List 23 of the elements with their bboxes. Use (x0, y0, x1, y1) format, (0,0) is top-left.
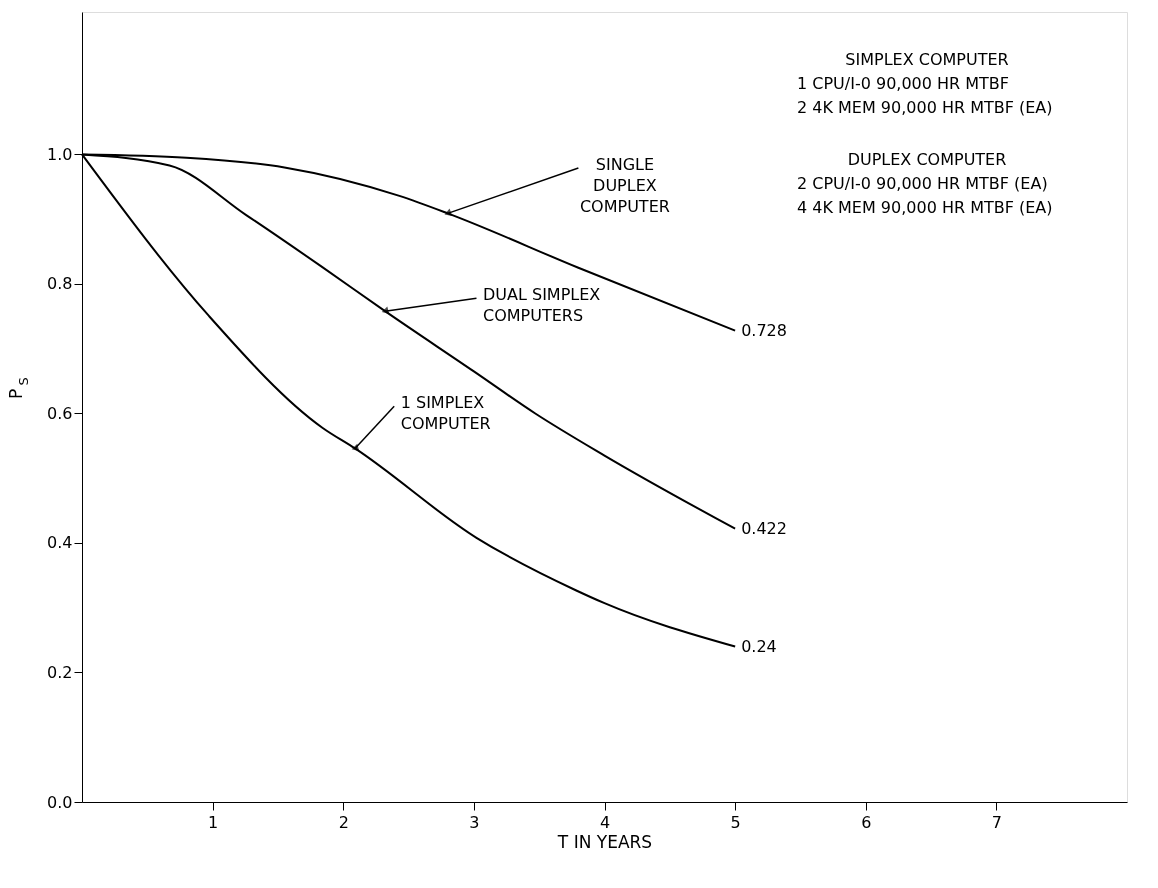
data-label: 0.422 (741, 518, 787, 538)
y-tick-label: 0.2 (47, 662, 73, 682)
y-tick-label: 0.8 (47, 274, 73, 294)
x-axis-title: T IN YEARS (556, 831, 653, 852)
annotation: DUPLEX COMPUTER 2 CPU/I-0 90,000 HR MTBF (EA) 4 4K MEM 90,000 HR MTBF (EA) (797, 150, 1053, 217)
annotation: SIMPLEX COMPUTER 1 CPU/I-0 90,000 HR MTBF 2 4K MEM 90,000 HR MTBF (EA) (797, 50, 1053, 117)
x-tick-label: 6 (861, 812, 872, 832)
x-tick-label: 4 (599, 812, 611, 832)
x-tick-label: 2 (338, 812, 349, 832)
y-axis-title: PS (6, 377, 31, 400)
annotation: 1 SIMPLEX COMPUTER (400, 393, 491, 434)
x-tick-label: 1 (208, 812, 219, 832)
x-tick-label: 5 (730, 812, 741, 832)
x-tick-label: 3 (469, 812, 480, 832)
annotation: SINGLE DUPLEX COMPUTER (579, 154, 670, 216)
data-label: 0.24 (741, 636, 777, 656)
y-tick-label: 1.0 (47, 144, 73, 164)
data-label: 0.728 (741, 320, 787, 340)
x-tick-label: 7 (991, 812, 1002, 832)
y-tick-label: 0.4 (47, 533, 73, 553)
y-tick-label: 0.6 (47, 403, 73, 423)
annotation: DUAL SIMPLEX COMPUTERS (483, 284, 601, 325)
y-tick-label: 0.0 (47, 792, 73, 812)
